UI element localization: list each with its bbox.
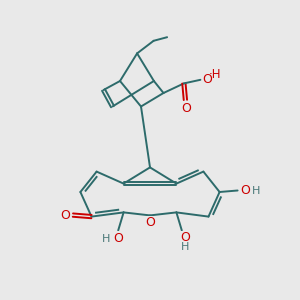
Text: H: H (181, 242, 189, 252)
Text: O: O (203, 73, 212, 86)
Text: H: H (251, 185, 260, 196)
Text: O: O (113, 232, 123, 245)
Text: O: O (145, 216, 155, 230)
Text: H: H (102, 233, 110, 244)
Text: O: O (60, 208, 70, 222)
Text: ·H: ·H (208, 68, 221, 82)
Text: O: O (181, 101, 191, 115)
Text: O: O (180, 231, 190, 244)
Text: O: O (240, 184, 250, 197)
